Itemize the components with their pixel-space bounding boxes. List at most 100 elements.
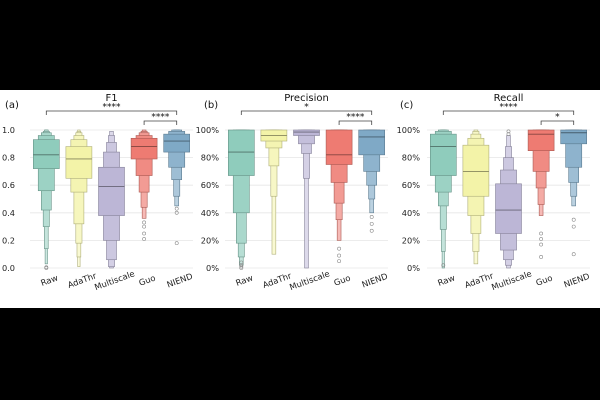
- y-tick-label: 20%: [201, 235, 219, 245]
- bracket-line: [240, 110, 373, 115]
- significance-stars: ****: [151, 113, 170, 123]
- outlier-point: [539, 255, 544, 259]
- y-tick-label: 1.0: [2, 125, 15, 135]
- bracket-line: [338, 120, 373, 125]
- bracket-line: [45, 110, 178, 115]
- outlier-point: [142, 220, 147, 225]
- outlier-point: [506, 129, 511, 134]
- y-tick-label: 40%: [402, 208, 420, 218]
- significance-stars: ****: [346, 113, 365, 123]
- significance-stars: ****: [500, 103, 519, 113]
- boxen-level: [429, 133, 457, 176]
- outlier-point: [239, 266, 244, 270]
- y-tick-label: 60%: [402, 180, 420, 190]
- outlier-point: [337, 259, 342, 264]
- significance-bracket: *: [240, 103, 373, 115]
- y-tick-label: 40%: [201, 208, 219, 218]
- boxen-level: [228, 129, 255, 176]
- series-guo: [325, 129, 353, 264]
- boxen-level: [130, 137, 158, 160]
- series-adathr: [260, 129, 288, 255]
- significance-bracket: *: [540, 113, 575, 125]
- significance-bracket: ****: [442, 103, 575, 115]
- significance-stars: *: [304, 103, 309, 113]
- outlier-point: [44, 265, 49, 270]
- boxen-level: [293, 129, 320, 136]
- outlier-point: [239, 263, 244, 268]
- outlier-point: [441, 263, 446, 268]
- series-multiscale: [293, 129, 320, 269]
- y-tick-label: 0.2: [2, 235, 15, 245]
- outlier-point: [369, 215, 374, 219]
- outlier-point: [539, 237, 544, 241]
- series-multiscale: [495, 129, 522, 269]
- boxen-level: [560, 129, 588, 145]
- panel-label: (b): [204, 100, 218, 111]
- outlier-point: [539, 231, 544, 236]
- series-multiscale: [98, 131, 125, 269]
- y-tick-label: 0%: [407, 263, 420, 273]
- series-raw: [228, 129, 255, 270]
- y-tick-label: 60%: [201, 180, 219, 190]
- significance-bracket: ****: [143, 113, 178, 125]
- y-tick-label: 20%: [402, 235, 420, 245]
- outlier-point: [239, 264, 244, 269]
- chart-title: Recall: [494, 93, 524, 104]
- boxen-level: [325, 129, 353, 165]
- boxen-level: [98, 166, 125, 216]
- outlier-point: [571, 252, 576, 257]
- outlier-point: [571, 217, 576, 222]
- chart-title: F1: [105, 93, 117, 104]
- significance-bracket: ****: [45, 103, 178, 115]
- y-tick-label: 80%: [402, 153, 420, 163]
- outlier-point: [142, 231, 147, 236]
- outlier-point: [337, 246, 342, 251]
- outlier-point: [239, 260, 244, 265]
- boxen-level: [65, 146, 93, 179]
- bracket-line: [143, 120, 178, 125]
- bracket-line: [540, 120, 575, 125]
- series-raw: [429, 129, 457, 269]
- outlier-point: [142, 237, 147, 241]
- boxen-level: [527, 129, 555, 152]
- boxen-level: [462, 144, 490, 197]
- boxen-level: [495, 183, 522, 234]
- outlier-point: [369, 221, 374, 226]
- panel-label: (a): [5, 100, 19, 111]
- y-tick-label: 0.4: [2, 208, 15, 218]
- boxen-level: [358, 129, 386, 156]
- outlier-point: [174, 206, 179, 211]
- significance-stars: *: [555, 113, 560, 123]
- boxen-level: [163, 133, 190, 153]
- outlier-point: [174, 241, 179, 246]
- boxen-level: [32, 139, 60, 169]
- outlier-point: [506, 132, 511, 137]
- outlier-point: [142, 224, 147, 229]
- outlier-point: [174, 210, 179, 215]
- series-niend: [358, 129, 386, 233]
- chart-title: Precision: [284, 93, 329, 104]
- y-tick-label: 0%: [206, 263, 219, 273]
- significance-stars: ****: [103, 103, 122, 113]
- series-adathr: [65, 129, 93, 267]
- series-raw: [32, 129, 60, 270]
- y-tick-label: 0.8: [2, 153, 15, 163]
- outlier-point: [539, 242, 544, 247]
- outlier-point: [571, 224, 576, 229]
- y-tick-label: 100%: [196, 125, 220, 135]
- y-tick-label: 0.6: [2, 180, 15, 190]
- series-guo: [130, 129, 158, 241]
- outlier-point: [369, 228, 374, 233]
- series-niend: [163, 129, 190, 246]
- series-adathr: [462, 129, 490, 265]
- outlier-point: [337, 253, 342, 258]
- y-tick-label: 100%: [397, 125, 421, 135]
- y-tick-label: 80%: [201, 153, 219, 163]
- series-niend: [560, 129, 588, 257]
- panel-label: (c): [400, 100, 413, 111]
- series-guo: [527, 129, 555, 259]
- significance-bracket: ****: [338, 113, 373, 125]
